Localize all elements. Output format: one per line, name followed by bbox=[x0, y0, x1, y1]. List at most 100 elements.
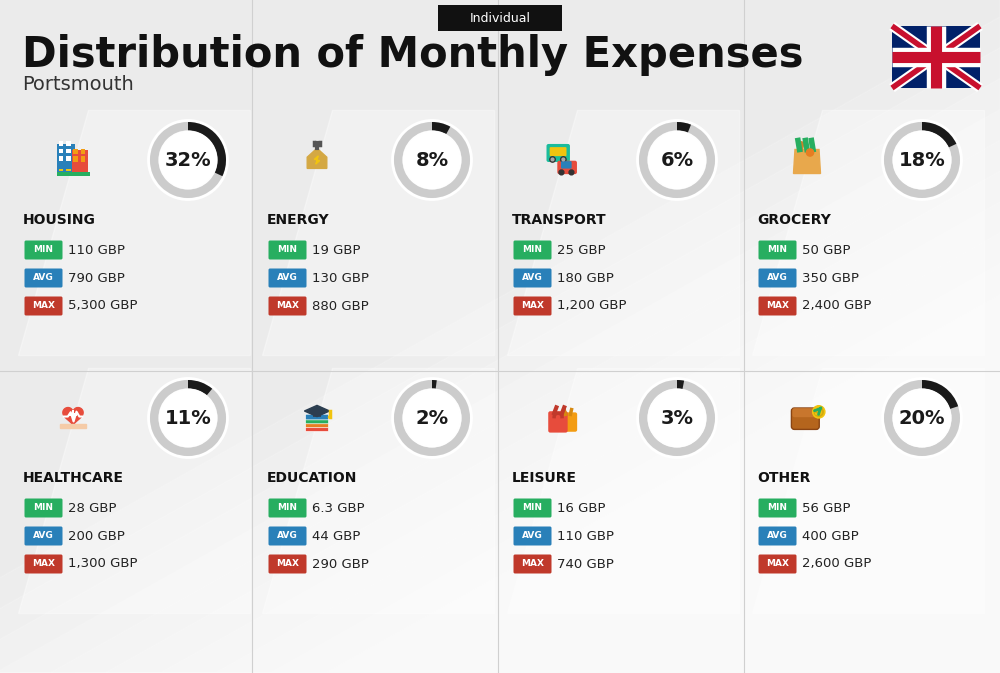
Circle shape bbox=[403, 131, 461, 188]
Circle shape bbox=[550, 157, 555, 162]
Polygon shape bbox=[752, 110, 984, 355]
Text: 130 GBP: 130 GBP bbox=[312, 271, 369, 285]
Circle shape bbox=[648, 390, 706, 447]
Text: HEALTHCARE: HEALTHCARE bbox=[23, 471, 124, 485]
Text: MAX: MAX bbox=[276, 302, 299, 310]
FancyBboxPatch shape bbox=[550, 147, 567, 156]
Text: 790 GBP: 790 GBP bbox=[68, 271, 125, 285]
Wedge shape bbox=[432, 122, 450, 134]
Circle shape bbox=[813, 406, 825, 418]
FancyBboxPatch shape bbox=[268, 240, 306, 260]
Text: MAX: MAX bbox=[766, 302, 789, 310]
FancyBboxPatch shape bbox=[66, 149, 71, 153]
Polygon shape bbox=[794, 149, 820, 174]
FancyBboxPatch shape bbox=[59, 141, 63, 145]
Text: MAX: MAX bbox=[766, 559, 789, 569]
Polygon shape bbox=[507, 110, 739, 355]
Circle shape bbox=[328, 416, 331, 419]
Circle shape bbox=[893, 390, 951, 447]
Text: MIN: MIN bbox=[522, 246, 542, 254]
Polygon shape bbox=[314, 156, 320, 164]
FancyBboxPatch shape bbox=[268, 526, 306, 546]
FancyBboxPatch shape bbox=[72, 410, 74, 418]
Text: 19 GBP: 19 GBP bbox=[312, 244, 360, 256]
Text: AVG: AVG bbox=[522, 532, 543, 540]
Wedge shape bbox=[884, 380, 960, 456]
Text: ENERGY: ENERGY bbox=[267, 213, 330, 227]
Polygon shape bbox=[262, 368, 494, 613]
FancyBboxPatch shape bbox=[792, 408, 818, 417]
Text: 6.3 GBP: 6.3 GBP bbox=[312, 501, 365, 514]
Text: 28 GBP: 28 GBP bbox=[68, 501, 116, 514]
Wedge shape bbox=[150, 122, 226, 198]
Text: MIN: MIN bbox=[522, 503, 542, 513]
FancyBboxPatch shape bbox=[305, 422, 329, 427]
Text: 2%: 2% bbox=[415, 409, 449, 427]
FancyBboxPatch shape bbox=[66, 156, 71, 162]
Text: 740 GBP: 740 GBP bbox=[557, 557, 614, 571]
FancyBboxPatch shape bbox=[791, 408, 819, 429]
Text: 3%: 3% bbox=[660, 409, 694, 427]
Wedge shape bbox=[188, 380, 212, 395]
FancyBboxPatch shape bbox=[268, 555, 306, 573]
Polygon shape bbox=[262, 110, 494, 355]
Wedge shape bbox=[677, 380, 684, 389]
Text: LEISURE: LEISURE bbox=[512, 471, 577, 485]
FancyBboxPatch shape bbox=[759, 240, 796, 260]
FancyBboxPatch shape bbox=[548, 411, 568, 433]
Text: 290 GBP: 290 GBP bbox=[312, 557, 369, 571]
FancyBboxPatch shape bbox=[24, 555, 62, 573]
Circle shape bbox=[814, 407, 823, 417]
FancyBboxPatch shape bbox=[268, 499, 306, 518]
Text: 25 GBP: 25 GBP bbox=[557, 244, 606, 256]
Wedge shape bbox=[188, 122, 226, 176]
Text: HOUSING: HOUSING bbox=[23, 213, 96, 227]
Wedge shape bbox=[922, 122, 956, 147]
FancyBboxPatch shape bbox=[514, 269, 552, 287]
FancyBboxPatch shape bbox=[268, 269, 306, 287]
Polygon shape bbox=[18, 368, 250, 613]
Text: 8%: 8% bbox=[415, 151, 449, 170]
Text: Distribution of Monthly Expenses: Distribution of Monthly Expenses bbox=[22, 34, 804, 76]
Text: 200 GBP: 200 GBP bbox=[68, 530, 125, 542]
Text: MIN: MIN bbox=[768, 503, 788, 513]
Text: 1,300 GBP: 1,300 GBP bbox=[68, 557, 138, 571]
FancyBboxPatch shape bbox=[73, 156, 78, 162]
Text: OTHER: OTHER bbox=[757, 471, 810, 485]
FancyBboxPatch shape bbox=[24, 240, 62, 260]
FancyBboxPatch shape bbox=[59, 169, 63, 172]
Text: MIN: MIN bbox=[278, 246, 298, 254]
Text: 50 GBP: 50 GBP bbox=[802, 244, 850, 256]
Text: 32%: 32% bbox=[165, 151, 211, 170]
FancyBboxPatch shape bbox=[305, 414, 329, 420]
Text: 180 GBP: 180 GBP bbox=[557, 271, 614, 285]
Wedge shape bbox=[432, 380, 437, 388]
Text: 56 GBP: 56 GBP bbox=[802, 501, 850, 514]
Text: AVG: AVG bbox=[33, 532, 54, 540]
Wedge shape bbox=[639, 122, 715, 198]
Text: 880 GBP: 880 GBP bbox=[312, 299, 369, 312]
FancyBboxPatch shape bbox=[268, 297, 306, 316]
FancyBboxPatch shape bbox=[546, 144, 570, 162]
FancyBboxPatch shape bbox=[557, 161, 577, 174]
FancyBboxPatch shape bbox=[892, 26, 980, 88]
Wedge shape bbox=[394, 380, 470, 456]
Polygon shape bbox=[752, 368, 984, 613]
Polygon shape bbox=[304, 405, 330, 417]
FancyBboxPatch shape bbox=[80, 156, 85, 162]
FancyBboxPatch shape bbox=[514, 499, 552, 518]
Text: MIN: MIN bbox=[768, 246, 788, 254]
FancyBboxPatch shape bbox=[438, 5, 562, 31]
Circle shape bbox=[551, 158, 554, 161]
Polygon shape bbox=[18, 110, 250, 355]
Text: 44 GBP: 44 GBP bbox=[312, 530, 360, 542]
FancyBboxPatch shape bbox=[24, 297, 62, 316]
Text: 6%: 6% bbox=[660, 151, 694, 170]
Text: 400 GBP: 400 GBP bbox=[802, 530, 859, 542]
Text: EDUCATION: EDUCATION bbox=[267, 471, 357, 485]
Text: GROCERY: GROCERY bbox=[757, 213, 831, 227]
FancyBboxPatch shape bbox=[759, 555, 796, 573]
FancyBboxPatch shape bbox=[561, 161, 572, 168]
Wedge shape bbox=[884, 122, 960, 198]
FancyBboxPatch shape bbox=[759, 499, 796, 518]
